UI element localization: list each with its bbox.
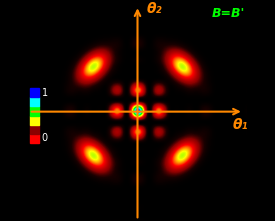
Bar (30, 125, 39, 134)
Bar (30, 106, 39, 116)
Text: 1: 1 (42, 88, 48, 98)
Bar (30, 116, 39, 125)
Text: θ₂: θ₂ (147, 2, 162, 16)
Bar (30, 134, 39, 143)
Bar (30, 88, 39, 97)
Text: B=B': B=B' (211, 7, 245, 20)
Text: θ₁: θ₁ (232, 118, 248, 132)
Bar (30, 97, 39, 106)
Text: 0: 0 (42, 133, 48, 143)
